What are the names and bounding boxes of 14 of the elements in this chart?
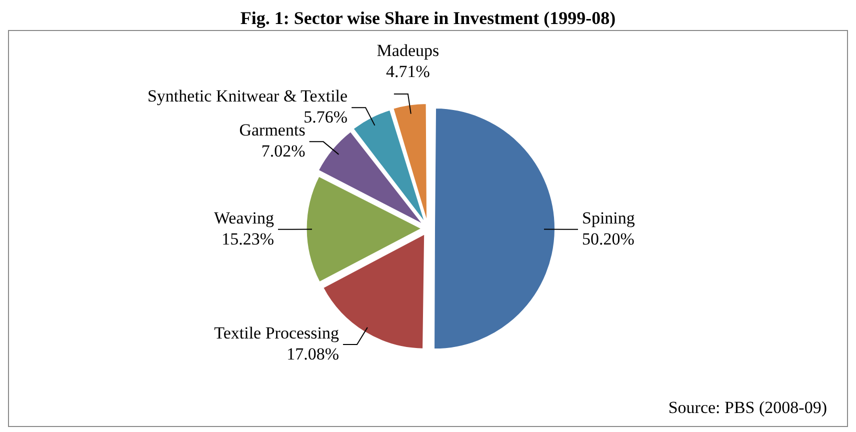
slice-label: Weaving [214, 208, 274, 228]
data-label: 5.76% [304, 108, 348, 127]
slice-label: Garments [239, 120, 306, 140]
chart-title: Fig. 1: Sector wise Share in Investment (1999-08) [239, 8, 617, 30]
data-label: 50.20% [582, 229, 634, 248]
slice-label: Synthetic Knitwear & Textile [147, 86, 348, 106]
data-label: 7.02% [261, 142, 306, 161]
slice-label: Textile Processing [214, 323, 340, 342]
data-label: 17.08% [286, 344, 340, 364]
data-label: 15.23% [222, 229, 274, 248]
data-label: 4.71% [386, 62, 430, 81]
source-note: Source: PBS (2008-09) [668, 398, 827, 418]
slice-label: Madeups [376, 40, 440, 60]
slice-label: Spining [582, 208, 636, 228]
